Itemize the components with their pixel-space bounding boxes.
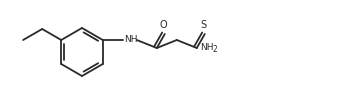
Text: 2: 2 [213, 46, 218, 54]
Text: NH: NH [200, 43, 213, 53]
Text: O: O [160, 20, 167, 30]
Text: NH: NH [124, 35, 137, 45]
Text: S: S [200, 20, 207, 30]
